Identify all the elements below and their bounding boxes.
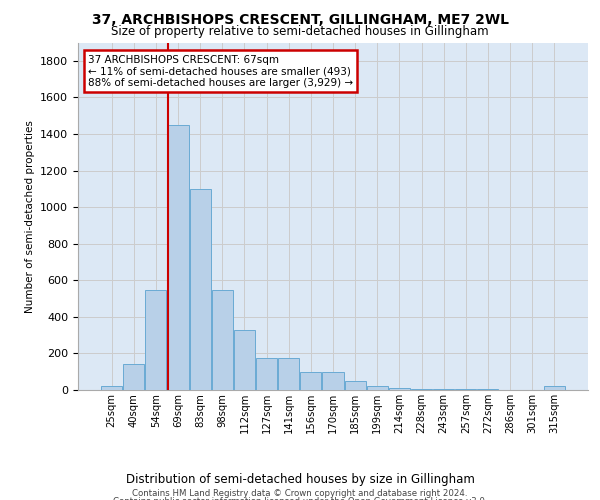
Bar [544, 386, 565, 390]
Bar [190, 189, 211, 390]
Bar [389, 388, 410, 390]
Y-axis label: Number of semi-detached properties: Number of semi-detached properties [25, 120, 35, 312]
Bar [433, 389, 454, 390]
Bar [101, 386, 122, 390]
Text: 37, ARCHBISHOPS CRESCENT, GILLINGHAM, ME7 2WL: 37, ARCHBISHOPS CRESCENT, GILLINGHAM, ME… [91, 12, 509, 26]
Bar [234, 330, 255, 390]
Bar [167, 125, 188, 390]
Bar [301, 372, 322, 390]
Text: 37 ARCHBISHOPS CRESCENT: 67sqm
← 11% of semi-detached houses are smaller (493)
8: 37 ARCHBISHOPS CRESCENT: 67sqm ← 11% of … [88, 54, 353, 88]
Bar [124, 364, 145, 390]
Text: Contains public sector information licensed under the Open Government Licence v3: Contains public sector information licen… [113, 498, 487, 500]
Bar [411, 389, 432, 390]
Text: Size of property relative to semi-detached houses in Gillingham: Size of property relative to semi-detach… [111, 25, 489, 38]
Bar [256, 358, 277, 390]
Bar [367, 386, 388, 390]
Text: Contains HM Land Registry data © Crown copyright and database right 2024.: Contains HM Land Registry data © Crown c… [132, 489, 468, 498]
Bar [344, 381, 365, 390]
Bar [212, 290, 233, 390]
Text: Distribution of semi-detached houses by size in Gillingham: Distribution of semi-detached houses by … [125, 472, 475, 486]
Bar [145, 290, 166, 390]
Bar [322, 372, 344, 390]
Bar [278, 358, 299, 390]
